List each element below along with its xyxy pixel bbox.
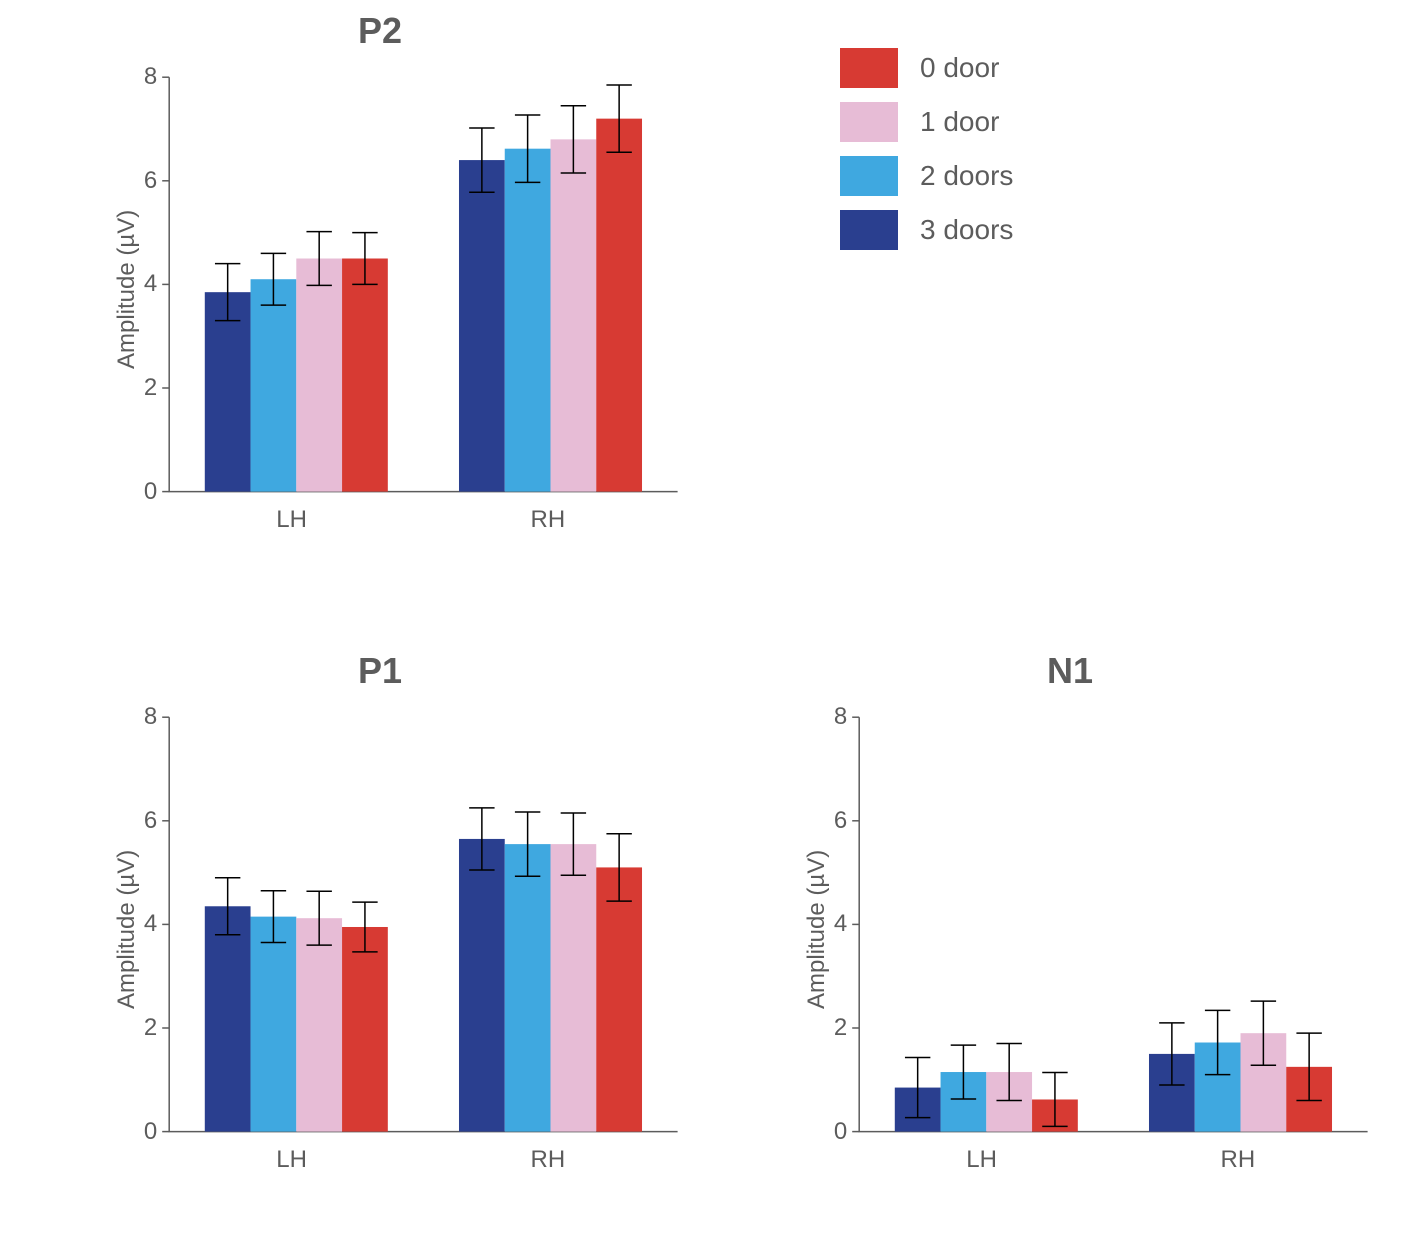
- bar: [551, 844, 597, 1131]
- bar: [596, 119, 642, 492]
- chart-panel-N1: N1 0 2 4 6 8 LH RH Amplitude (µV): [760, 650, 1380, 1210]
- y-tick-label: 4: [834, 910, 847, 938]
- x-group-label: RH: [531, 506, 566, 534]
- panel-title: P2: [70, 10, 690, 52]
- bar: [342, 259, 388, 492]
- legend-swatch: [840, 156, 898, 196]
- bar: [296, 259, 342, 492]
- chart-svg: [70, 10, 690, 570]
- y-tick-label: 8: [144, 703, 157, 731]
- y-axis-label: Amplitude (µV): [113, 210, 141, 369]
- legend-label: 1 door: [920, 106, 999, 138]
- chart-panel-P1: P1 0 2 4 6 8 LH RH Amplitude (µV): [70, 650, 690, 1210]
- y-tick-label: 0: [834, 1118, 847, 1146]
- legend: 0 door 1 door 2 doors 3 doors: [840, 48, 1013, 264]
- x-group-label: RH: [1221, 1146, 1256, 1174]
- y-tick-label: 8: [144, 63, 157, 91]
- legend-swatch: [840, 102, 898, 142]
- bar: [205, 292, 251, 491]
- bar: [459, 160, 505, 492]
- bar: [296, 918, 342, 1131]
- x-group-label: LH: [966, 1146, 997, 1174]
- bar: [459, 839, 505, 1132]
- x-group-label: LH: [276, 1146, 307, 1174]
- panel-title: N1: [760, 650, 1380, 692]
- x-group-label: LH: [276, 506, 307, 534]
- chart-panel-P2: P2 0 2 4 6 8 LH RH Amplitude (µV): [70, 10, 690, 570]
- y-tick-label: 0: [144, 478, 157, 506]
- bar: [596, 867, 642, 1131]
- legend-item: 2 doors: [840, 156, 1013, 196]
- legend-item: 0 door: [840, 48, 1013, 88]
- bar: [205, 906, 251, 1131]
- chart-svg: [70, 650, 690, 1210]
- y-tick-label: 6: [144, 167, 157, 195]
- bar: [505, 149, 551, 492]
- y-tick-label: 2: [834, 1014, 847, 1042]
- legend-item: 3 doors: [840, 210, 1013, 250]
- panel-title: P1: [70, 650, 690, 692]
- y-tick-label: 2: [144, 1014, 157, 1042]
- bar: [251, 279, 297, 491]
- y-tick-label: 6: [834, 807, 847, 835]
- bar: [251, 917, 297, 1132]
- legend-label: 2 doors: [920, 160, 1013, 192]
- legend-label: 3 doors: [920, 214, 1013, 246]
- y-tick-label: 0: [144, 1118, 157, 1146]
- bar: [342, 927, 388, 1132]
- bar: [505, 844, 551, 1131]
- chart-svg: [760, 650, 1380, 1210]
- bar: [551, 139, 597, 491]
- y-tick-label: 4: [144, 910, 157, 938]
- y-axis-label: Amplitude (µV): [113, 850, 141, 1009]
- y-axis-label: Amplitude (µV): [803, 850, 831, 1009]
- legend-swatch: [840, 210, 898, 250]
- x-group-label: RH: [531, 1146, 566, 1174]
- y-tick-label: 2: [144, 374, 157, 402]
- y-tick-label: 4: [144, 270, 157, 298]
- legend-label: 0 door: [920, 52, 999, 84]
- legend-swatch: [840, 48, 898, 88]
- y-tick-label: 8: [834, 703, 847, 731]
- legend-item: 1 door: [840, 102, 1013, 142]
- y-tick-label: 6: [144, 807, 157, 835]
